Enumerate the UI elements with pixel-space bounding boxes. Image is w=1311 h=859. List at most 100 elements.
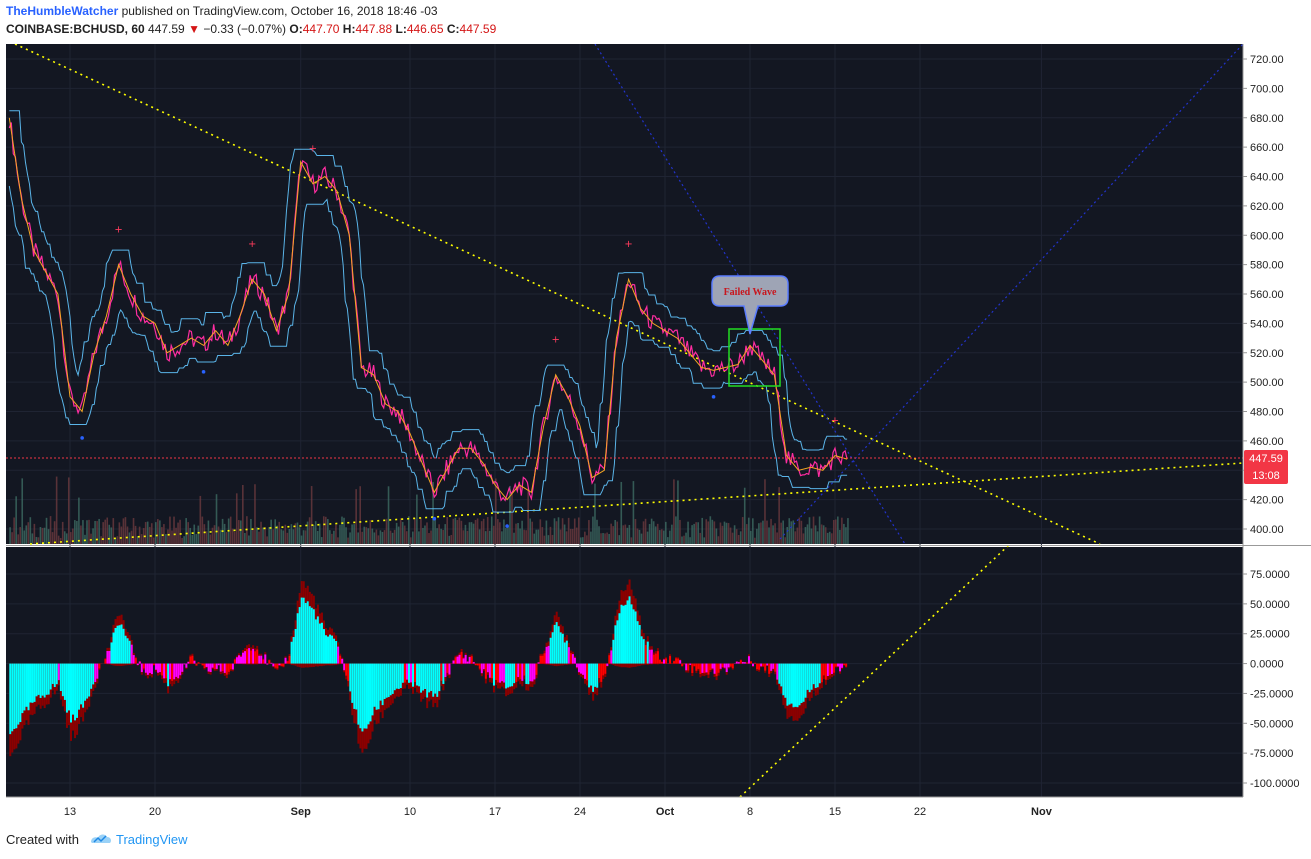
- hist-bar: [575, 663, 578, 668]
- volume-bar: [88, 519, 90, 544]
- hist-bar: [760, 663, 763, 667]
- time-axis[interactable]: 13 20 Sep 10 17 24 Oct 8 15 22 Nov: [64, 806, 1053, 818]
- tradingview-logo-icon[interactable]: [89, 832, 113, 846]
- volume-bar: [561, 518, 564, 544]
- last-price-tag: 447.59 13:08: [1244, 450, 1288, 484]
- volume-bar: [535, 529, 538, 544]
- yellow-trendline-ascending[interactable]: [29, 462, 1244, 545]
- hist-bar: [511, 663, 514, 687]
- hist-bar: [818, 663, 821, 684]
- chart-header: TheHumbleWatcher published on TradingVie…: [0, 0, 1311, 44]
- volume-bar: [507, 526, 509, 544]
- symbol-label[interactable]: COINBASE:BCHUSD, 60: [6, 22, 145, 36]
- hist-bar: [296, 613, 299, 664]
- price-tick-label: 460.00: [1250, 436, 1284, 448]
- hist-bar: [59, 663, 62, 692]
- hist-bar: [9, 663, 12, 735]
- volume-bar: [106, 517, 109, 544]
- hist-bar: [381, 663, 384, 706]
- hist-bar: [397, 663, 400, 689]
- volume-bar: [86, 520, 88, 544]
- volume-bar: [29, 517, 32, 544]
- callout-bubble: [711, 275, 789, 335]
- hist-bar: [242, 652, 245, 664]
- hist-bar: [790, 663, 793, 704]
- price-series: [8, 117, 848, 502]
- hist-bar: [561, 633, 564, 664]
- hist-bar: [658, 659, 661, 664]
- volume-bar: [343, 517, 345, 544]
- volume-bar: [792, 520, 795, 544]
- price-axis[interactable]: 720.00 700.00 680.00 660.00 640.00 620.00 600.…: [1243, 54, 1284, 536]
- hist-bar: [63, 663, 66, 700]
- oscillator-pane[interactable]: [6, 547, 1243, 797]
- hist-bar: [235, 657, 238, 664]
- hist-bar: [839, 663, 842, 672]
- volume-bar: [683, 535, 685, 544]
- hist-bar: [679, 660, 682, 664]
- volume-bar: [675, 516, 677, 544]
- failed-wave-callout[interactable]: Failed Wave: [711, 275, 789, 335]
- chart-area[interactable]: + + + + + + Failed Wave 720.00 700.00 680.00 660…: [0, 44, 1311, 828]
- hist-bar: [193, 660, 196, 664]
- volume-bar: [266, 536, 268, 544]
- tradingview-link[interactable]: TradingView: [116, 832, 188, 847]
- volume-bar: [375, 529, 378, 544]
- volume-bar: [195, 534, 198, 544]
- volume-bar: [580, 537, 582, 544]
- volume-bar: [389, 530, 392, 544]
- volume-bar: [509, 485, 511, 544]
- hist-bar: [669, 656, 672, 664]
- yellow-trendline-oscillator[interactable]: [739, 543, 1011, 798]
- hist-bar: [707, 663, 710, 675]
- volume-bar: [658, 530, 661, 544]
- volume-bar: [55, 476, 58, 544]
- volume-bar: [490, 516, 493, 544]
- volume-bar: [715, 528, 718, 544]
- hist-bar: [537, 662, 540, 664]
- volume-bar: [606, 532, 608, 544]
- osc-tick-label: 25.0000: [1250, 629, 1290, 641]
- author-link[interactable]: TheHumbleWatcher: [6, 4, 119, 18]
- volume-bar: [717, 536, 720, 544]
- volume-bar: [335, 524, 337, 544]
- hist-bar: [499, 663, 502, 683]
- hist-bar: [70, 663, 72, 723]
- volume-bar: [703, 537, 706, 544]
- hist-bar: [276, 663, 279, 669]
- hist-bar: [535, 663, 538, 675]
- volume-bar: [735, 529, 738, 544]
- volume-bar: [9, 527, 11, 544]
- volume-bar: [15, 496, 17, 544]
- volume-bar: [521, 520, 523, 544]
- volume-bar: [367, 528, 370, 544]
- volume-bar: [565, 531, 568, 544]
- hist-bar: [351, 663, 354, 703]
- hist-bar: [292, 637, 295, 664]
- hist-bar: [741, 662, 744, 664]
- hist-bar: [322, 629, 325, 664]
- volume-bar: [492, 525, 495, 544]
- hist-bar: [401, 663, 404, 683]
- volume-bar: [193, 524, 196, 544]
- hist-bar: [845, 663, 848, 667]
- volume-bar: [237, 520, 240, 544]
- volume-bar: [608, 533, 610, 544]
- sell-signal-marker: +: [309, 144, 317, 155]
- yellow-trendline-descending[interactable]: [14, 44, 1101, 545]
- blue-trendline-descending[interactable]: [594, 44, 906, 545]
- volume-bar: [98, 518, 100, 544]
- hist-bar: [606, 663, 609, 666]
- hist-bar: [31, 663, 34, 703]
- hist-bar: [685, 663, 688, 671]
- hist-bar: [616, 620, 619, 664]
- oscillator-axis[interactable]: 75.0000 50.0000 25.0000 0.0000 -25.0000 -50.0…: [1243, 569, 1300, 790]
- highlight-box[interactable]: [728, 328, 781, 387]
- hist-bar: [278, 663, 281, 666]
- hist-bar: [764, 663, 767, 671]
- volume-bar: [233, 532, 236, 544]
- hist-bar: [185, 663, 188, 668]
- hist-bar: [810, 663, 813, 690]
- hist-bar: [90, 663, 93, 689]
- hist-bar: [426, 663, 429, 698]
